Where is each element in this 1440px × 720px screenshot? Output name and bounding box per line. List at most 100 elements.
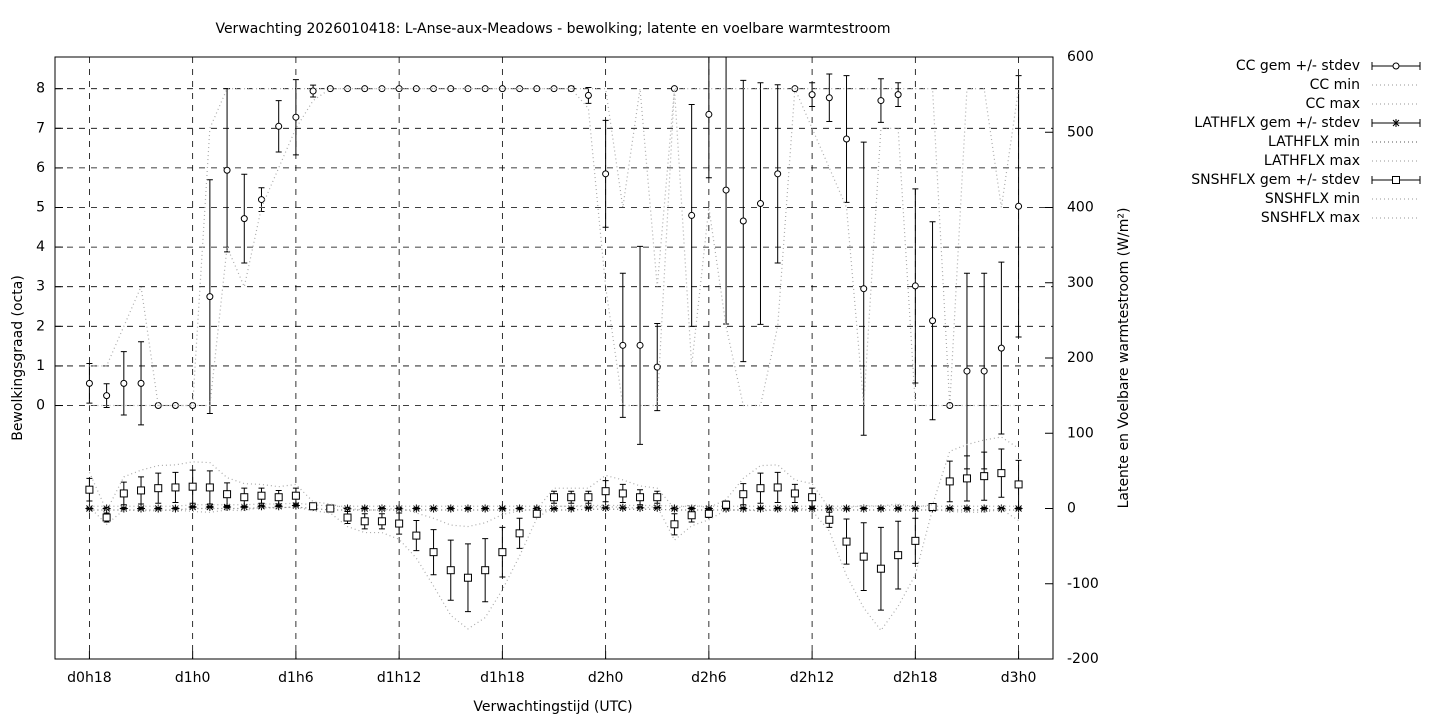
marker xyxy=(309,502,318,511)
marker xyxy=(171,483,180,492)
marker xyxy=(790,489,799,498)
marker xyxy=(395,504,404,513)
marker xyxy=(636,341,644,349)
marker xyxy=(584,91,592,99)
marker xyxy=(722,500,731,509)
marker xyxy=(843,135,851,143)
marker xyxy=(773,483,782,492)
marker xyxy=(205,502,214,511)
marker xyxy=(360,517,369,526)
marker xyxy=(171,504,180,513)
marker xyxy=(739,217,747,225)
marker xyxy=(446,566,455,575)
y-tick-label: 6 xyxy=(36,160,45,176)
marker xyxy=(774,170,782,178)
marker xyxy=(1392,62,1400,70)
y2-tick-label: -200 xyxy=(1067,651,1099,667)
legend-label: SNSHFLX min xyxy=(1265,191,1360,207)
marker xyxy=(378,85,386,93)
marker xyxy=(619,341,627,349)
legend-label: CC gem +/- stdev xyxy=(1236,58,1360,74)
x-tick-label: d2h6 xyxy=(691,670,727,686)
marker xyxy=(240,502,249,511)
marker xyxy=(102,513,111,522)
y-tick-label: 7 xyxy=(36,120,45,136)
marker xyxy=(808,91,816,99)
range-line xyxy=(89,88,1020,407)
marker xyxy=(756,504,765,513)
marker xyxy=(997,469,1006,478)
marker xyxy=(636,493,645,502)
marker xyxy=(516,85,524,93)
marker xyxy=(377,504,386,513)
y2-axis-label: Latente en Voelbare warmtestroom (W/m²) xyxy=(1116,208,1132,509)
marker xyxy=(825,504,834,513)
marker xyxy=(653,363,661,371)
marker xyxy=(929,317,937,325)
marker xyxy=(739,490,748,499)
y-tick-label: 4 xyxy=(36,239,45,255)
marker xyxy=(515,504,524,513)
marker xyxy=(756,484,765,493)
marker xyxy=(567,493,576,502)
marker xyxy=(584,493,593,502)
range-line xyxy=(89,506,1019,511)
marker xyxy=(103,392,111,400)
marker xyxy=(240,215,248,223)
marker xyxy=(842,504,851,513)
marker xyxy=(343,513,352,522)
marker xyxy=(412,504,421,513)
marker xyxy=(154,504,163,513)
x-tick-label: d1h18 xyxy=(480,670,524,686)
y-tick-label: 1 xyxy=(36,358,45,374)
marker xyxy=(120,379,128,387)
legend-label: CC max xyxy=(1305,96,1360,112)
marker xyxy=(550,504,558,513)
marker xyxy=(85,485,94,494)
marker xyxy=(876,504,885,513)
marker xyxy=(584,503,593,512)
legend-label: LATHFLX min xyxy=(1268,134,1360,150)
marker xyxy=(377,517,386,526)
marker xyxy=(102,504,111,513)
marker xyxy=(137,379,145,387)
marker xyxy=(532,509,541,518)
marker xyxy=(567,504,576,513)
marker xyxy=(859,552,868,561)
plot-frame xyxy=(54,56,1054,660)
marker xyxy=(688,211,696,219)
marker xyxy=(309,87,317,95)
marker xyxy=(291,491,300,500)
y-tick-label: 3 xyxy=(36,279,45,295)
marker xyxy=(206,293,214,301)
marker xyxy=(980,367,988,375)
legend-label: LATHFLX gem +/- stdev xyxy=(1194,115,1360,131)
marker xyxy=(257,196,265,204)
marker xyxy=(704,504,713,513)
marker xyxy=(997,344,1005,352)
range-line xyxy=(88,436,1019,528)
marker xyxy=(808,493,817,502)
legend-label: LATHFLX max xyxy=(1264,153,1360,169)
marker xyxy=(825,515,834,524)
marker xyxy=(274,493,283,502)
marker xyxy=(860,285,868,293)
y2-tick-label: 600 xyxy=(1067,49,1094,65)
marker xyxy=(790,504,799,513)
x-tick-label: d3h0 xyxy=(1001,670,1037,686)
marker xyxy=(911,282,919,290)
marker xyxy=(945,504,954,513)
x-tick-label: d0h18 xyxy=(67,670,111,686)
marker xyxy=(223,490,232,499)
marker xyxy=(876,564,885,573)
range-line xyxy=(89,502,1019,507)
marker xyxy=(980,504,989,513)
marker xyxy=(980,472,989,481)
marker xyxy=(85,504,94,513)
marker xyxy=(1015,202,1023,210)
marker xyxy=(687,511,696,520)
marker xyxy=(670,520,679,529)
marker xyxy=(498,548,507,557)
legend-label: SNSHFLX max xyxy=(1261,210,1360,226)
